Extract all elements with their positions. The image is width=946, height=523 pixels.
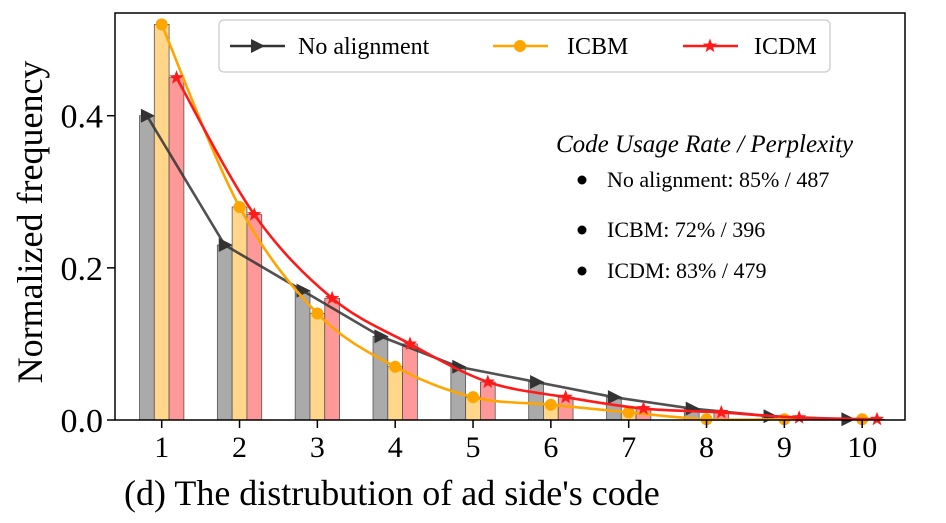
marker-no-alignment-4 (374, 329, 389, 344)
annotation-title: Code Usage Rate / Perplexity (556, 131, 854, 158)
bar-no-alignment-4 (372, 335, 389, 421)
legend-marker-no-alignment (251, 39, 265, 53)
marker-icdm-1 (169, 70, 184, 84)
x-axis: 1 2 3 4 5 6 7 8 9 10 (154, 420, 877, 464)
bar-icbm-2 (231, 206, 248, 421)
marker-icbm-7 (622, 406, 635, 419)
marker-icbm-3 (311, 307, 324, 320)
marker-icbm-1 (155, 18, 168, 31)
marker-icbm-2 (233, 200, 246, 213)
x-tick-label: 4 (388, 431, 403, 464)
bar-icdm-2 (246, 214, 263, 421)
marker-icdm-9 (792, 410, 807, 424)
annotation-bullet (577, 175, 587, 185)
marker-no-alignment-5 (452, 359, 467, 374)
x-tick-label: 8 (699, 431, 714, 464)
bar-icdm-4 (402, 343, 418, 421)
x-tick-label: 5 (466, 431, 481, 464)
annotation-item: ICBM: 72% / 396 (607, 217, 765, 242)
bars-layer (139, 24, 885, 421)
marker-icdm-6 (558, 389, 573, 404)
bar-icbm-1 (153, 24, 170, 421)
marker-icdm-5 (480, 374, 495, 389)
bar-no-alignment-3 (294, 290, 311, 421)
marker-icdm-4 (402, 336, 418, 350)
bar-icdm-3 (324, 297, 340, 421)
legend-label-icbm: ICBM (567, 34, 628, 60)
marker-icdm-2 (247, 207, 262, 221)
legend-marker-icbm (514, 40, 526, 52)
legend-label-icdm: ICDM (754, 34, 817, 60)
legend-label-no-alignment: No alignment (298, 34, 430, 60)
figure-caption: (d) The distrubution of ad side's code (124, 473, 660, 513)
y-tick-label: 0.2 (61, 251, 104, 288)
marker-icbm-8 (700, 413, 713, 426)
marker-no-alignment-1 (140, 108, 155, 123)
marker-no-alignment-7 (607, 390, 622, 405)
x-tick-label: 1 (154, 431, 169, 464)
marker-icdm-10 (869, 411, 885, 426)
bar-no-alignment-1 (139, 115, 155, 421)
annotation-bullet (577, 225, 587, 235)
marker-icdm-8 (714, 404, 729, 419)
bar-icbm-4 (387, 366, 403, 421)
line-icdm (175, 77, 878, 421)
marker-icdm-3 (325, 290, 340, 305)
bar-icdm-1 (168, 77, 185, 421)
marker-icbm-5 (467, 391, 480, 404)
annotation-bullet (577, 266, 587, 276)
bar-no-alignment-2 (216, 244, 233, 421)
x-tick-label: 10 (847, 431, 877, 464)
marker-icbm-4 (389, 360, 402, 373)
legend-marker-icdm (702, 38, 718, 53)
marker-icbm-6 (544, 398, 557, 411)
annotation-item: ICDM: 83% / 479 (607, 258, 767, 283)
plot-frame (114, 12, 906, 421)
x-tick-label: 3 (310, 431, 325, 464)
bar-icdm-6 (557, 396, 574, 421)
y-tick-label: 0.0 (61, 403, 104, 440)
x-tick-label: 2 (232, 431, 247, 464)
x-tick-label: 7 (621, 431, 636, 464)
y-tick-label: 0.4 (61, 99, 104, 136)
legend: No alignment ICBM ICDM (218, 19, 831, 73)
x-tick-label: 9 (777, 431, 792, 464)
marker-no-alignment-2 (218, 238, 233, 253)
bar-icbm-3 (309, 313, 326, 421)
x-tick-label: 6 (543, 431, 558, 464)
y-axis: 0.0 0.2 0.4 (61, 99, 115, 440)
y-axis-label: Normalized frequency (10, 61, 50, 384)
marker-no-alignment-6 (530, 374, 545, 389)
annotation-item: No alignment: 85% / 487 (607, 167, 829, 192)
annotation-box: Code Usage Rate / Perplexity No alignment… (556, 131, 854, 283)
marker-icdm-7 (636, 401, 651, 415)
